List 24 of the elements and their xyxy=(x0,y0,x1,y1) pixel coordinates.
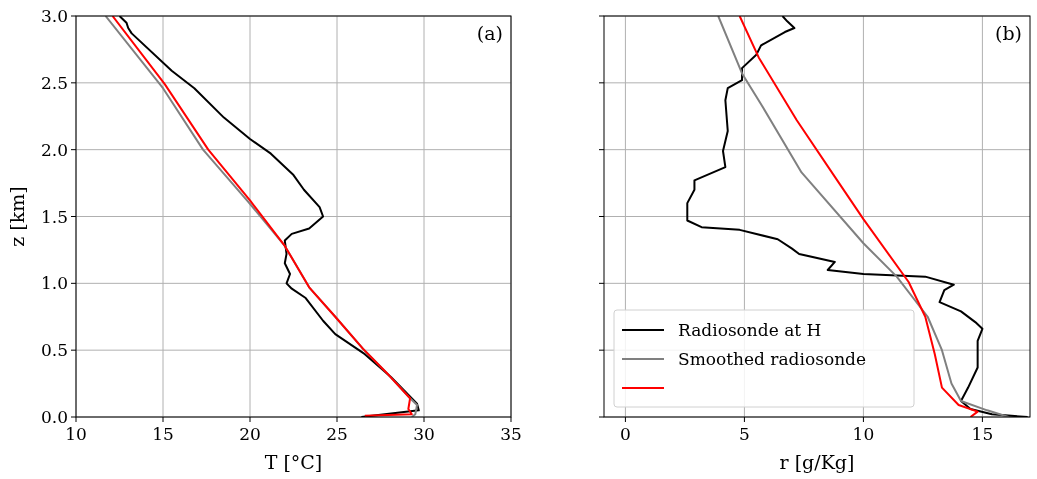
x-tick-label: 30 xyxy=(413,424,435,444)
y-tick-label: 3.0 xyxy=(40,6,68,26)
y-tick-label: 1.5 xyxy=(40,206,68,227)
x-tick-label: 5 xyxy=(739,424,750,444)
x-tick-label: 15 xyxy=(971,424,994,444)
x-tick-label: 20 xyxy=(239,424,261,444)
y-tick-label: 1.0 xyxy=(40,273,68,294)
annotation: (a) xyxy=(476,22,503,44)
y-tick-label: 0.0 xyxy=(40,407,68,427)
x-tick-label: 15 xyxy=(152,424,174,444)
y-tick-label: 0.5 xyxy=(40,340,68,361)
x-tick-label: 10 xyxy=(65,424,87,444)
x-tick-label: 0 xyxy=(620,424,631,444)
x-tick-label: 35 xyxy=(500,424,522,444)
y-tick-label: 2.5 xyxy=(40,72,68,93)
x-tick-label: 25 xyxy=(326,424,348,444)
legend-label: Radiosonde at H xyxy=(678,320,822,340)
legend-label: Smoothed radiosonde xyxy=(678,349,867,369)
y-tick-label: 2.0 xyxy=(40,139,68,160)
x-axis-title: r [g/Kg] xyxy=(779,451,855,473)
x-axis-title: T [°C] xyxy=(264,451,323,473)
y-axis-title: z [km] xyxy=(6,186,28,247)
x-tick-label: 10 xyxy=(852,424,875,444)
annotation: (b) xyxy=(995,22,1022,44)
